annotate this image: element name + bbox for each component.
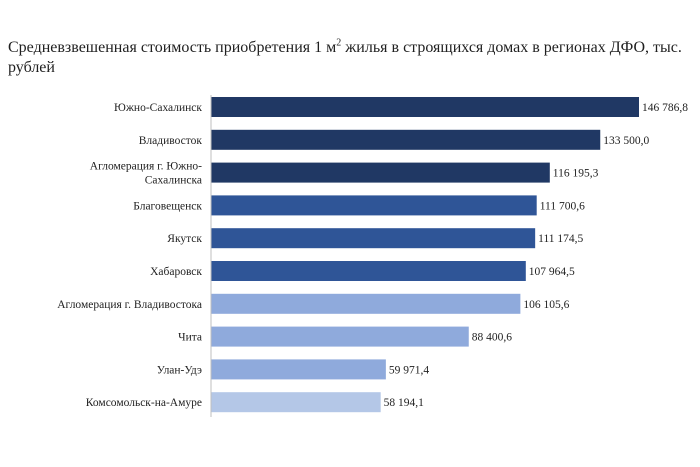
chart-title-part1: Средневзвешенная стоимость приобретения … [8, 39, 337, 56]
bar-1 [211, 97, 639, 117]
category-label-5: Якутск [167, 233, 202, 245]
value-label-9: 59 971,4 [389, 364, 430, 376]
value-label-3: 116 195,3 [553, 168, 599, 180]
value-label-6: 107 964,5 [529, 266, 575, 278]
value-label-8: 88 400,6 [472, 332, 513, 344]
chart-title-superscript: 2 [336, 37, 342, 49]
category-label-7: Агломерация г. Владивостока [57, 299, 202, 311]
chart-title-part2: жилья в строящихся домах в регионах ДФО,… [8, 39, 682, 76]
bar-2 [211, 129, 601, 150]
bar-3 [211, 162, 550, 183]
value-label-4: 111 700,6 [540, 200, 585, 212]
chart-title: Средневзвешенная стоимость приобретения … [8, 38, 688, 78]
category-label-4: Благовещенск [133, 200, 202, 212]
category-label-9: Улан-Удэ [157, 364, 202, 376]
category-label-6: Хабаровск [150, 266, 202, 278]
value-label-7: 106 105,6 [523, 299, 569, 311]
value-label-10: 58 194,1 [384, 397, 425, 409]
value-label-5: 111 174,5 [538, 233, 583, 245]
value-label-1: 146 786,8 [642, 102, 688, 114]
bar-9 [211, 359, 386, 380]
bar-5 [211, 228, 536, 249]
bar-8 [211, 326, 469, 347]
bar-10 [211, 392, 381, 413]
value-label-2: 133 500,0 [603, 135, 649, 147]
bars-layer: 146 786,8 Южно-Сахалинск 133 500,0 Владивос… [57, 97, 688, 413]
category-label-2: Владивосток [139, 135, 203, 147]
category-label-10: Комсомольск-на-Амуре [86, 397, 202, 409]
category-label-8: Чита [178, 332, 202, 344]
category-label-1: Южно-Сахалинск [114, 102, 202, 114]
category-label-3-line-1: Агломерация г. Южно- [90, 161, 202, 173]
category-label-3-line-2: Сахалинска [145, 175, 202, 187]
bar-6 [211, 261, 526, 281]
bar-7 [211, 293, 521, 314]
bar-4 [211, 195, 537, 216]
